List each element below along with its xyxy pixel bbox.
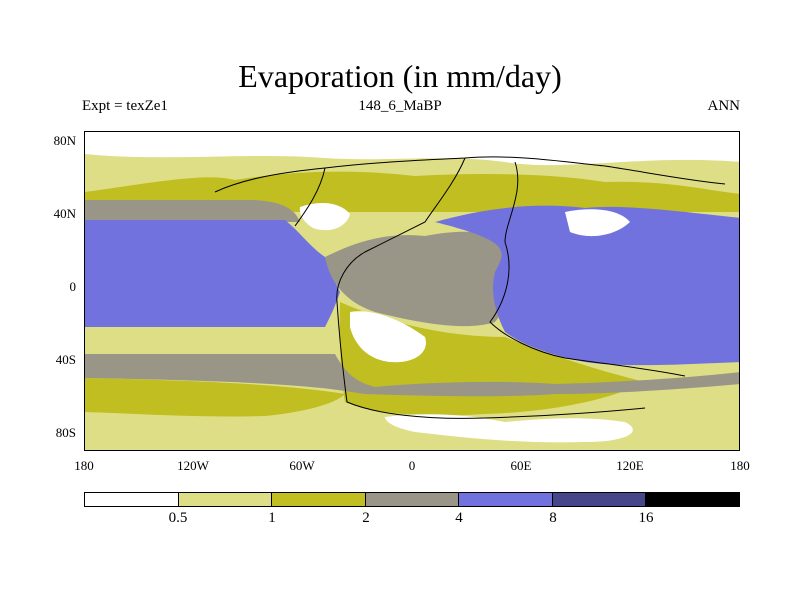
colorbar-label-0.5: 0.5 [168,510,188,526]
lon-label-0: 0 [408,458,416,473]
colorbar-box-1 [178,493,273,506]
plot-title: Evaporation (in mm/day) [238,58,562,94]
coastline [214,156,726,419]
colorbar-box-5 [552,493,647,506]
lat-label-40n: 40N [53,206,76,221]
experiment-label: Expt = texZe1 [82,98,168,114]
lon-label-180w: 180 [74,458,94,473]
colorbar-label-8: 8 [549,510,557,526]
southern-desert-white [350,311,426,363]
south-polar-white [385,414,633,443]
lon-label-60w: 60W [289,458,315,473]
lon-label-120w: 120W [177,458,209,473]
colorbar-label-2: 2 [362,510,370,526]
south-pacific-pale [85,327,335,354]
lat-label-80s: 80S [55,425,76,440]
evaporation-map [85,132,739,450]
colorbar-box-3 [365,493,460,506]
south-olive-band [85,378,345,417]
tethys-ocean-blue [435,205,739,366]
colorbar-box-6 [646,493,740,506]
map-plot [84,131,740,451]
pangaea-interior-grey [325,231,519,327]
north-desert-white-2 [565,209,630,237]
colorbar [84,492,740,507]
lon-label-120e: 120E [616,458,644,473]
colorbar-box-0 [85,493,179,506]
period-label: 148_6_MaBP [358,98,442,114]
north-polar-region [85,132,739,166]
southern-grey-band [85,354,739,397]
colorbar-label-16: 16 [638,510,654,526]
colorbar-box-4 [459,493,553,506]
north-grey-band [85,200,300,222]
season-label: ANN [707,98,741,114]
lat-label-80n: 80N [53,133,76,148]
lon-label-60e: 60E [510,458,532,473]
pacific-ocean-blue [85,220,340,327]
lon-label-180e: 180 [730,458,750,473]
colorbar-box-2 [272,493,366,506]
lat-label-0: 0 [69,279,77,294]
colorbar-label-4: 4 [455,510,463,526]
north-desert-white-1 [299,202,350,231]
lat-label-40s: 40S [55,352,76,367]
colorbar-label-1: 1 [268,510,276,526]
